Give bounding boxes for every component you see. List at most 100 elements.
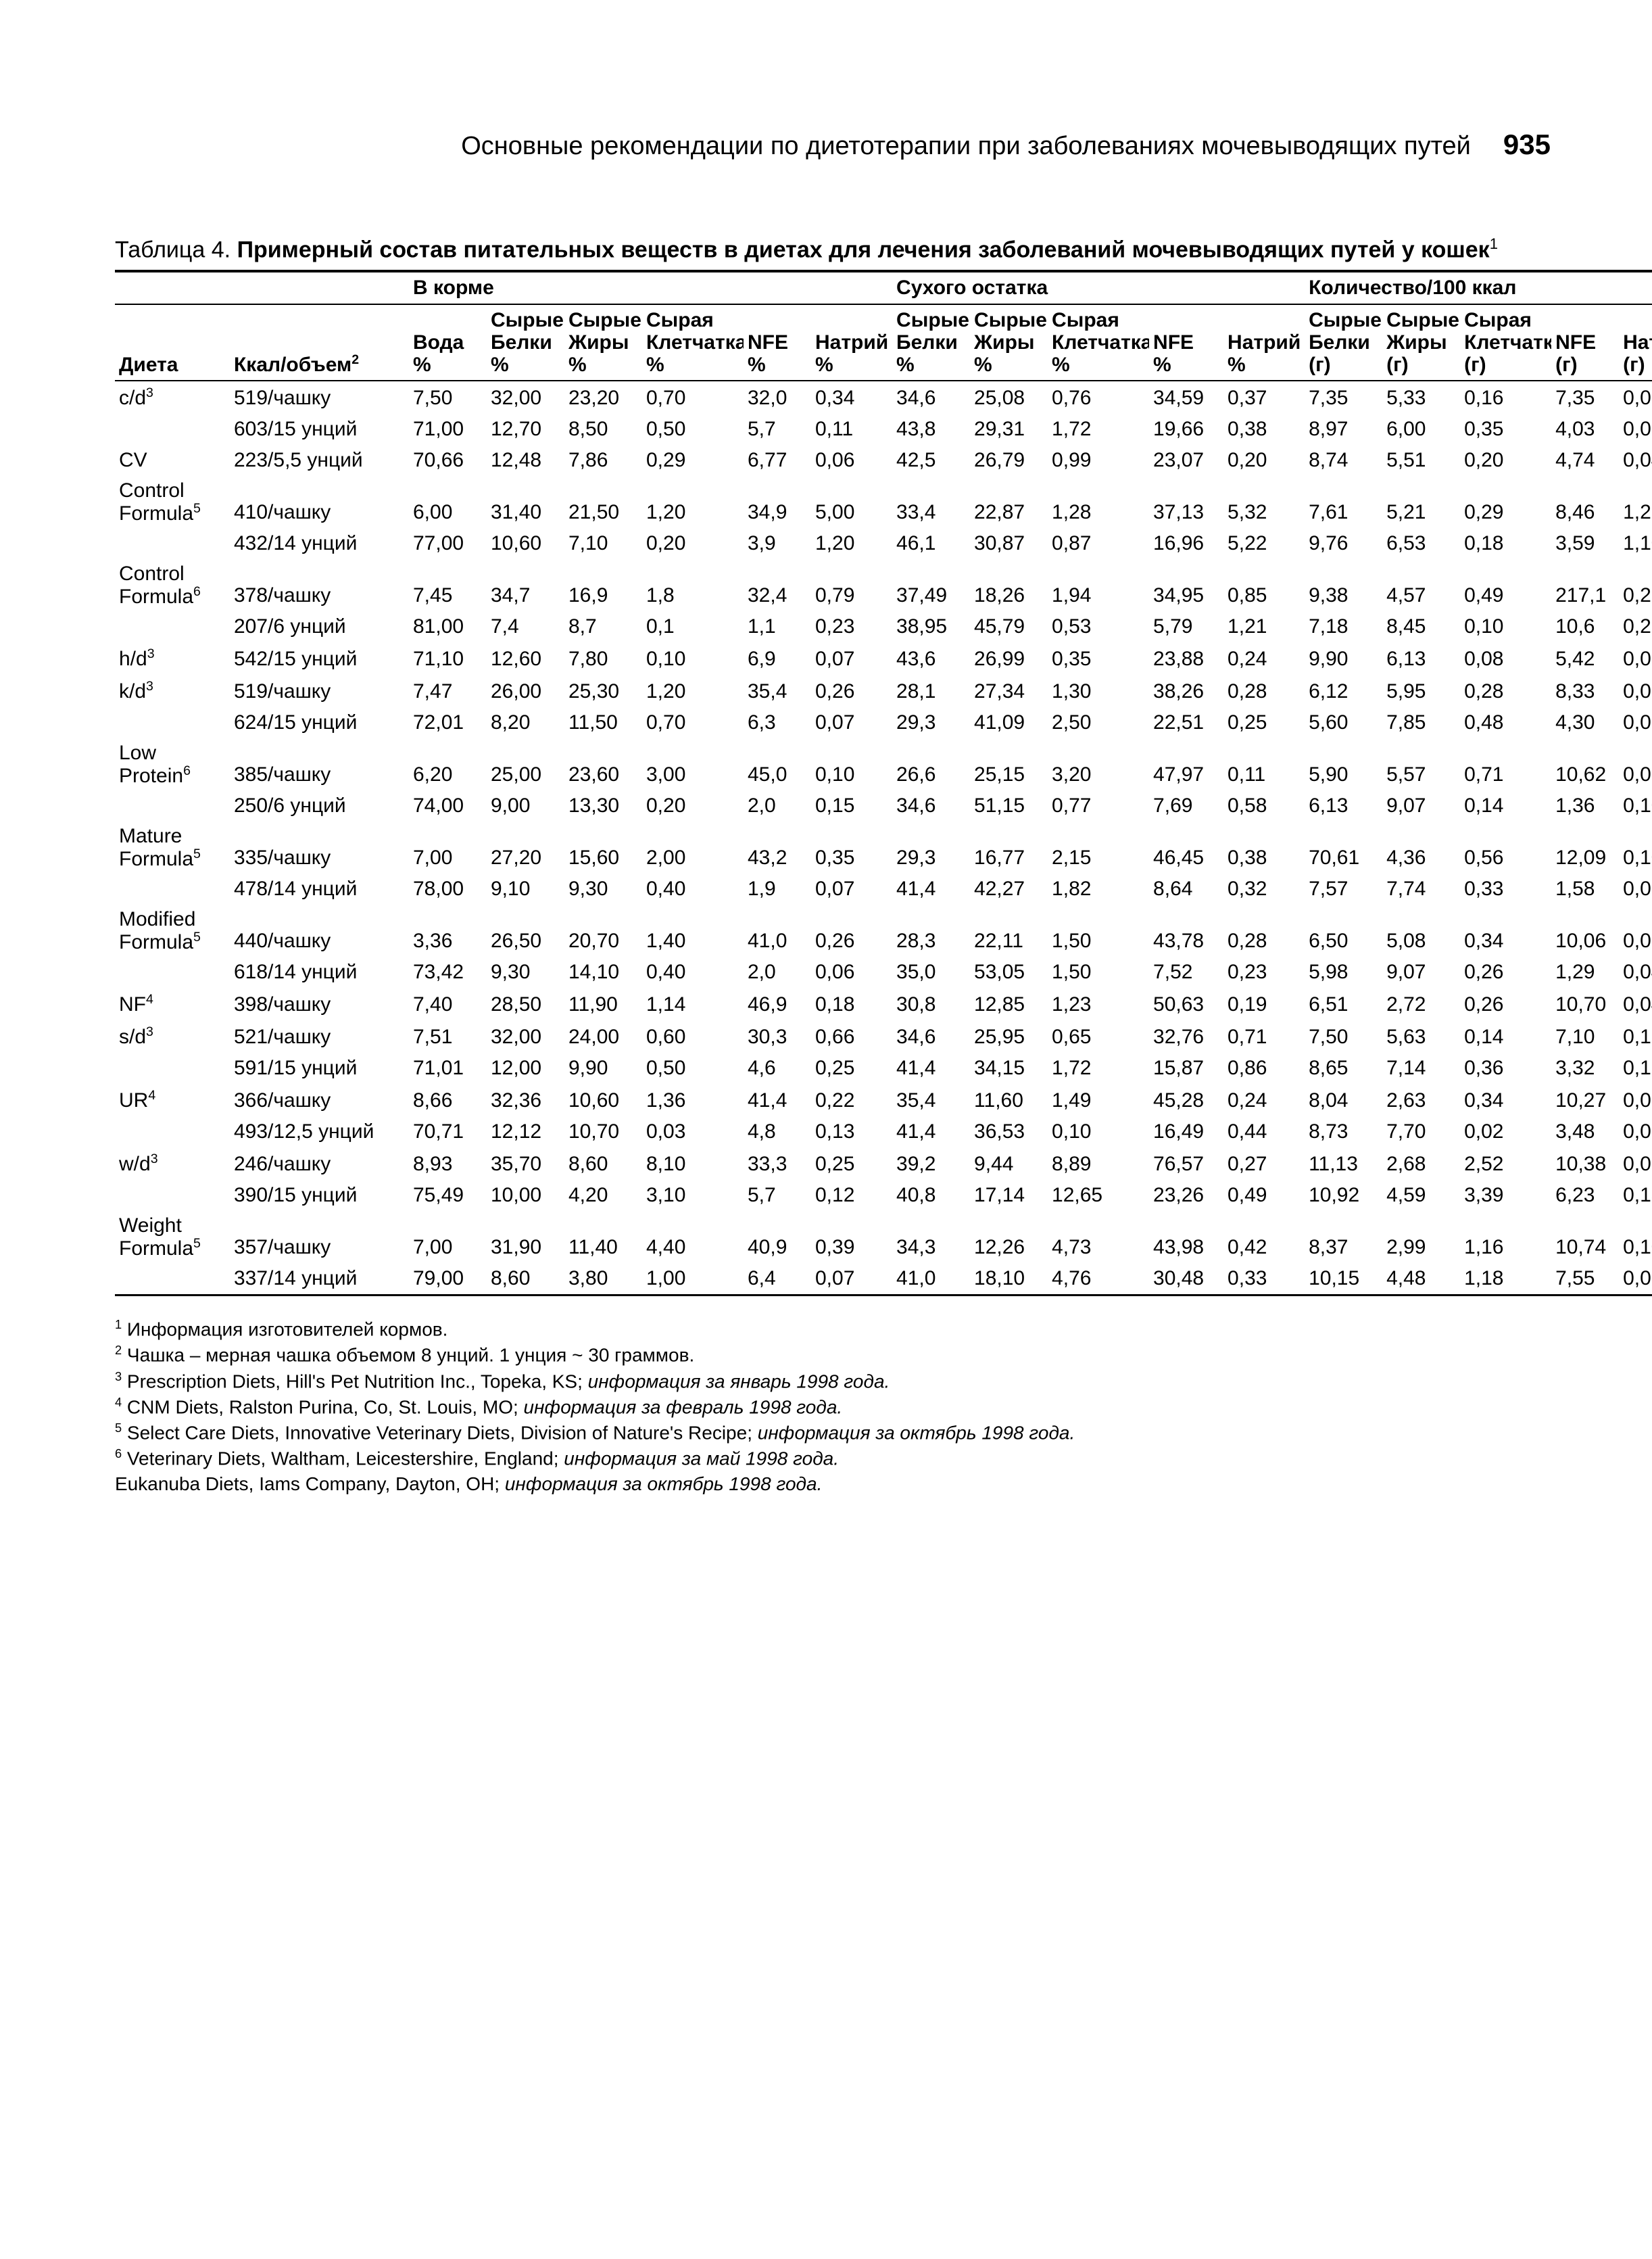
table-row: c/d3519/чашку7,5032,0023,200,7032,00,343… (115, 381, 1652, 414)
diet-label: ModifiedFormula5 (115, 905, 230, 957)
value-cell: 5,63 (1382, 1020, 1460, 1053)
value-cell: 35,4 (744, 675, 811, 707)
value-cell: 50,63 (1149, 988, 1223, 1020)
value-cell: 11,50 (564, 707, 642, 738)
value-cell: 2,72 (1382, 988, 1460, 1020)
value-cell: 51,15 (970, 790, 1048, 822)
value-cell: 0,10 (642, 642, 744, 675)
value-cell: 8,04 (1305, 1084, 1382, 1116)
value-cell: 22,51 (1149, 707, 1223, 738)
value-cell: 5,22 (1223, 528, 1305, 559)
table-row: 207/6 унций81,007,48,70,11,10,2338,9545,… (115, 611, 1652, 642)
value-cell: 27,20 (487, 822, 564, 874)
value-cell: 12,70 (487, 414, 564, 445)
value-cell: 6,50 (1305, 905, 1382, 957)
kcal-cell: 603/15 унций (230, 414, 409, 445)
value-cell: 29,3 (892, 707, 970, 738)
value-cell: 1,9 (744, 874, 811, 905)
column-header: СыраяКлетчатка% (642, 304, 744, 381)
value-cell: 14,10 (564, 957, 642, 988)
diet-label: c/d3 (115, 381, 230, 414)
value-cell: 0,07 (811, 642, 892, 675)
value-cell: 0,28 (1223, 675, 1305, 707)
value-cell: 7,57 (1305, 874, 1382, 905)
value-cell: 0,60 (642, 1020, 744, 1053)
column-header: СырыеБелки% (487, 304, 564, 381)
value-cell: 0,19 (1223, 988, 1305, 1020)
value-cell: 10,38 (1551, 1147, 1619, 1180)
table-row: NF4398/чашку7,4028,5011,901,1446,90,1830… (115, 988, 1652, 1020)
value-cell: 7,55 (1551, 1263, 1619, 1295)
value-cell: 4,36 (1382, 822, 1460, 874)
diet-label: h/d3 (115, 642, 230, 675)
value-cell: 15,60 (564, 822, 642, 874)
diet-label: k/d3 (115, 675, 230, 707)
table-row: ControlFormula6378/чашку7,4534,716,91,83… (115, 559, 1652, 611)
value-cell: 7,45 (409, 559, 487, 611)
value-cell: 7,50 (409, 381, 487, 414)
value-cell: 32,0 (744, 381, 811, 414)
kcal-cell: 390/15 унций (230, 1180, 409, 1211)
table-row: h/d3542/15 унций71,1012,607,800,106,90,0… (115, 642, 1652, 675)
value-cell: 34,95 (1149, 559, 1223, 611)
value-cell: 7,14 (1382, 1053, 1460, 1084)
diet-label (115, 957, 230, 988)
table-row: UR4366/чашку8,6632,3610,601,3641,40,2235… (115, 1084, 1652, 1116)
diet-label (115, 414, 230, 445)
value-cell: 12,85 (970, 988, 1048, 1020)
value-cell: 5,00 (811, 476, 892, 528)
value-cell: 0,34 (1460, 1084, 1551, 1116)
value-cell: 2,63 (1382, 1084, 1460, 1116)
value-cell: 12,48 (487, 445, 564, 476)
value-cell: 1,21 (1223, 611, 1305, 642)
value-cell: 9,10 (487, 874, 564, 905)
value-cell: 6,9 (744, 642, 811, 675)
value-cell: 0,44 (1223, 1116, 1305, 1147)
value-cell: 0,06 (1619, 642, 1652, 675)
value-cell: 38,95 (892, 611, 970, 642)
value-cell: 34,59 (1149, 381, 1223, 414)
value-cell: 1,18 (1460, 1263, 1551, 1295)
kcal-cell: 246/чашку (230, 1147, 409, 1180)
value-cell: 0,33 (1223, 1263, 1305, 1295)
value-cell: 0,35 (1048, 642, 1149, 675)
value-cell: 11,40 (564, 1211, 642, 1263)
value-cell: 5,90 (1305, 738, 1382, 790)
value-cell: 13,30 (564, 790, 642, 822)
value-cell: 2,99 (1382, 1211, 1460, 1263)
value-cell: 0,08 (1460, 642, 1551, 675)
value-cell: 1,20 (642, 675, 744, 707)
value-cell: 71,01 (409, 1053, 487, 1084)
value-cell: 41,4 (892, 1053, 970, 1084)
value-cell: 71,00 (409, 414, 487, 445)
value-cell: 15,87 (1149, 1053, 1223, 1084)
value-cell: 18,10 (970, 1263, 1048, 1295)
column-header: Натрий% (811, 304, 892, 381)
kcal-cell: 410/чашку (230, 476, 409, 528)
value-cell: 0,04 (1619, 445, 1652, 476)
value-cell: 28,1 (892, 675, 970, 707)
value-cell: 0,49 (1223, 1180, 1305, 1211)
value-cell: 10,60 (487, 528, 564, 559)
diet-label (115, 1116, 230, 1147)
value-cell: 6,13 (1305, 790, 1382, 822)
value-cell: 6,12 (1305, 675, 1382, 707)
value-cell: 16,9 (564, 559, 642, 611)
value-cell: 0,02 (1460, 1116, 1551, 1147)
value-cell: 0,15 (811, 790, 892, 822)
value-cell: 1,16 (1460, 1211, 1551, 1263)
value-cell: 6,51 (1305, 988, 1382, 1020)
value-cell: 8,65 (1305, 1053, 1382, 1084)
value-cell: 24,00 (564, 1020, 642, 1053)
diet-label (115, 611, 230, 642)
value-cell: 0,10 (1460, 611, 1551, 642)
value-cell: 0,27 (1223, 1147, 1305, 1180)
value-cell: 8,66 (409, 1084, 487, 1116)
value-cell: 4,73 (1048, 1211, 1149, 1263)
value-cell: 0,71 (1223, 1020, 1305, 1053)
diet-label: ControlFormula6 (115, 559, 230, 611)
value-cell: 4,59 (1382, 1180, 1460, 1211)
value-cell: 46,9 (744, 988, 811, 1020)
value-cell: 6,53 (1382, 528, 1460, 559)
value-cell: 6,23 (1551, 1180, 1619, 1211)
